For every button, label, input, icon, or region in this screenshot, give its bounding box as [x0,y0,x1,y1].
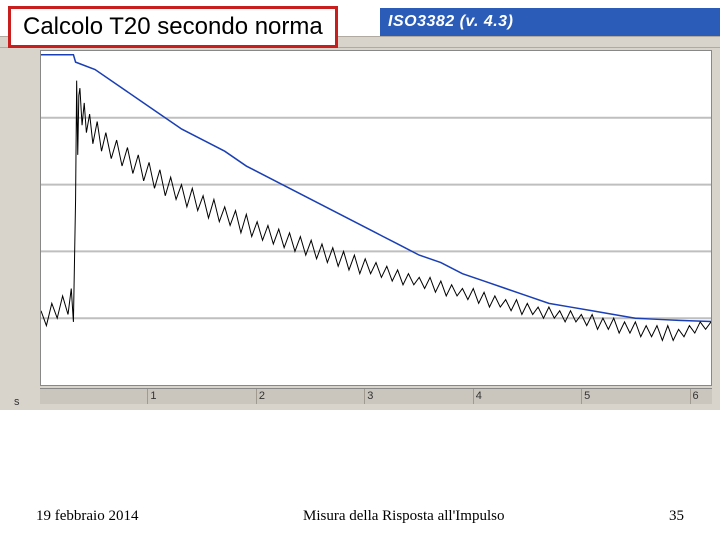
slide-title-box: Calcolo T20 secondo norma [8,6,338,48]
slide-footer: 19 febbraio 2014 Misura della Risposta a… [0,504,720,528]
series-schroeder [41,55,711,322]
decay-chart [41,51,711,385]
footer-date: 19 febbraio 2014 [36,508,138,525]
series-impulse [41,81,711,341]
plot-area: s 1 2 3 4 5 6 [0,48,720,410]
x-axis-unit-left: s [14,396,20,408]
footer-page: 35 [669,508,684,525]
x-tick-label: 3 [367,390,373,402]
slide-title: Calcolo T20 secondo norma [23,13,323,40]
plot-canvas [40,50,712,386]
x-tick-label: 6 [693,390,699,402]
x-axis: 1 2 3 4 5 6 [40,388,712,404]
app-header-bar: ISO3382 (v. 4.3) [380,8,720,36]
x-tick-label: 5 [584,390,590,402]
footer-title: Misura della Risposta all'Impulso [303,508,504,525]
x-tick-label: 1 [150,390,156,402]
x-tick-label: 4 [476,390,482,402]
app-header-label: ISO3382 (v. 4.3) [388,13,513,31]
x-tick-label: 2 [259,390,265,402]
